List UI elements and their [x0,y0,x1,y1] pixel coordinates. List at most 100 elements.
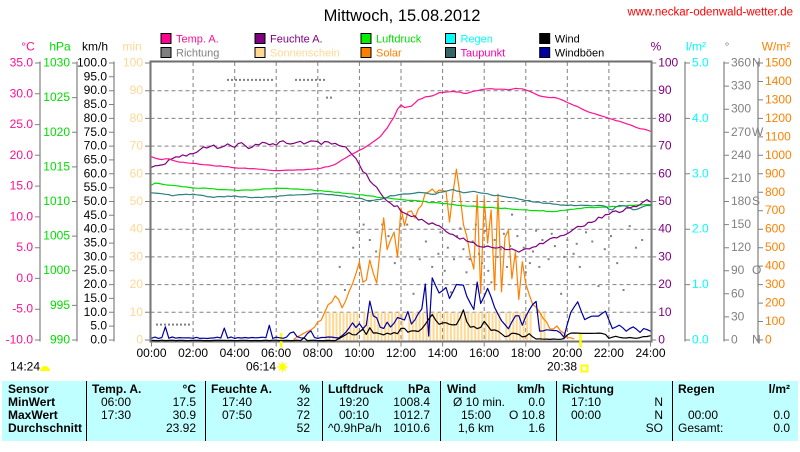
svg-text:75.0: 75.0 [84,125,108,139]
svg-text:15.0: 15.0 [10,179,34,193]
svg-text:20: 20 [658,277,672,291]
svg-text:20:00: 20:00 [552,346,582,360]
svg-text:70.0: 70.0 [84,139,108,153]
svg-text:100: 100 [658,56,678,70]
svg-text:%: % [299,382,310,396]
svg-text:Sonnenschein: Sonnenschein [270,48,340,60]
svg-text:3.0: 3.0 [692,166,709,180]
svg-text:85.0: 85.0 [84,97,108,111]
svg-text:www.neckar-odenwald-wetter.de: www.neckar-odenwald-wetter.de [626,7,793,19]
svg-text:1400: 1400 [765,74,792,88]
svg-text:MinWert: MinWert [8,395,55,409]
svg-text:990: 990 [50,333,70,347]
svg-text:MaxWert: MaxWert [8,408,58,422]
svg-text:Temp. A.: Temp. A. [176,34,219,46]
svg-text:90.0: 90.0 [84,83,108,97]
svg-text:50: 50 [658,194,672,208]
svg-text:S: S [752,194,760,208]
svg-text:06:00: 06:00 [261,346,291,360]
svg-text:0: 0 [731,333,738,347]
svg-text:min: min [122,40,141,54]
svg-text:10: 10 [130,305,144,319]
svg-text:17:40: 17:40 [222,395,252,409]
svg-text:100: 100 [765,314,785,328]
svg-text:1008.4: 1008.4 [393,395,430,409]
svg-text:Temp. A.: Temp. A. [92,382,141,396]
svg-text:200: 200 [765,296,785,310]
svg-text:Sensor: Sensor [8,382,49,396]
svg-text:300: 300 [765,277,785,291]
svg-text:2.0: 2.0 [692,222,709,236]
svg-text:O: O [752,263,761,277]
svg-text:70: 70 [130,139,144,153]
svg-text:1010.6: 1010.6 [393,421,430,435]
svg-text:Luftdruck: Luftdruck [376,34,422,46]
svg-text:Wind: Wind [447,382,476,396]
svg-text:35.0: 35.0 [10,56,34,70]
svg-text:Durchschnitt: Durchschnitt [8,421,82,435]
svg-text:0.0: 0.0 [16,271,33,285]
svg-text:60: 60 [658,166,672,180]
svg-text:72: 72 [297,408,311,422]
svg-text:0.0: 0.0 [773,408,790,422]
svg-text:60: 60 [731,286,745,300]
svg-text:80: 80 [130,111,144,125]
svg-text:0: 0 [765,333,772,347]
svg-text:N: N [752,56,761,70]
svg-text:30: 30 [130,249,144,263]
svg-text:1010: 1010 [43,194,70,208]
svg-text:1000: 1000 [765,148,792,162]
svg-text:17:30: 17:30 [101,408,131,422]
svg-text:20.0: 20.0 [84,277,108,291]
svg-text:10.0: 10.0 [10,209,34,223]
svg-text:-10.0: -10.0 [6,333,34,347]
svg-text:Windböen: Windböen [555,48,605,60]
svg-text:23.92: 23.92 [166,421,196,435]
svg-text:N: N [752,333,761,347]
svg-text:06:00: 06:00 [101,395,131,409]
svg-text:°C: °C [183,382,197,396]
svg-text:1.0: 1.0 [692,277,709,291]
svg-text:35.0: 35.0 [84,236,108,250]
svg-text:4.0: 4.0 [692,111,709,125]
svg-text:W/m²: W/m² [762,40,791,54]
svg-text:12:00: 12:00 [386,346,416,360]
svg-text:40.0: 40.0 [84,222,108,236]
svg-text:0.0: 0.0 [90,333,107,347]
svg-text:Richtung: Richtung [176,48,219,60]
svg-text:17:10: 17:10 [571,395,601,409]
svg-text:1005: 1005 [43,229,70,243]
svg-text:40: 40 [130,222,144,236]
svg-text:20:38: 20:38 [547,360,577,374]
svg-text:1012.7: 1012.7 [393,408,430,422]
svg-text:25.0: 25.0 [10,117,34,131]
svg-text:00:00: 00:00 [136,346,166,360]
svg-text:18:00: 18:00 [511,346,541,360]
svg-text:08:00: 08:00 [303,346,333,360]
svg-text:1025: 1025 [43,90,70,104]
svg-text:07:50: 07:50 [222,408,252,422]
svg-text:5.0: 5.0 [90,319,107,333]
svg-text:60.0: 60.0 [84,166,108,180]
svg-text:10: 10 [658,305,672,319]
svg-text:50.0: 50.0 [84,194,108,208]
svg-text:70: 70 [658,139,672,153]
svg-text:800: 800 [765,185,785,199]
svg-text:1100: 1100 [765,129,791,143]
svg-text:240: 240 [731,148,751,162]
svg-text:00:10: 00:10 [339,408,369,422]
svg-text:30.9: 30.9 [173,408,197,422]
svg-text:Gesamt:: Gesamt: [678,421,723,435]
svg-text:SO: SO [646,421,663,435]
svg-text:5.0: 5.0 [16,240,33,254]
svg-text:55.0: 55.0 [84,180,108,194]
svg-text:%: % [651,40,662,54]
svg-text:hPa: hPa [49,40,71,54]
svg-text:1500: 1500 [765,56,792,70]
svg-text:Richtung: Richtung [562,382,614,396]
svg-text:1,6 km: 1,6 km [458,421,494,435]
svg-text:km/h: km/h [517,382,545,396]
svg-text:270: 270 [731,125,751,139]
svg-text:52: 52 [297,421,311,435]
svg-text:N: N [654,395,663,409]
